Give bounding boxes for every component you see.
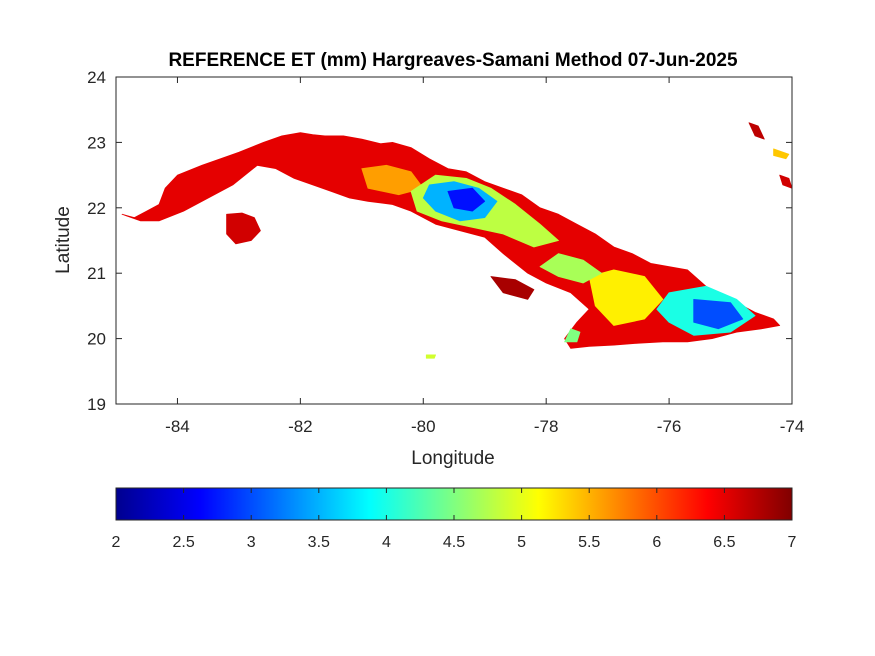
et-region-7	[588, 269, 664, 326]
y-tick-label: 22	[87, 199, 106, 218]
x-axis-ticks: -84 -82 -80 -78 -76 -74	[165, 77, 804, 436]
colorbar-tick-label: 2	[112, 534, 121, 551]
y-tick-label: 24	[87, 68, 106, 87]
x-tick-label: -80	[411, 417, 436, 436]
colorbar-tick-label: 3.5	[308, 534, 330, 551]
x-tick-label: -76	[657, 417, 682, 436]
et-field	[121, 122, 792, 359]
y-tick-label: 20	[87, 330, 106, 349]
y-tick-label: 19	[87, 395, 106, 414]
et-region-12	[490, 276, 535, 300]
et-region-6	[447, 187, 486, 212]
colorbar-tick-label: 6	[652, 534, 661, 551]
colorbar-tick-label: 4.5	[443, 534, 465, 551]
plot-area	[116, 77, 792, 404]
y-axis-ticks: 19 20 21 22 23 24	[87, 68, 792, 414]
y-axis-label: Latitude	[53, 206, 74, 274]
colorbar-tick-label: 5	[517, 534, 526, 551]
et-region-14	[779, 174, 792, 189]
colorbar-tick-label: 5.5	[578, 534, 600, 551]
colorbar-tick-label: 3	[247, 534, 256, 551]
et-region-10	[693, 298, 744, 330]
x-tick-label: -84	[165, 417, 190, 436]
et-region-2	[226, 212, 261, 245]
colorbar-tick-label: 6.5	[713, 534, 735, 551]
et-region-13	[748, 122, 765, 140]
y-tick-label: 23	[87, 133, 106, 152]
colorbar-tick-label: 2.5	[172, 534, 194, 551]
et-region-15	[773, 148, 790, 160]
colorbar-tick-label: 7	[788, 534, 797, 551]
x-axis-label: Longitude	[411, 448, 494, 469]
chart-title: REFERENCE ET (mm) Hargreaves-Samani Meth…	[168, 50, 738, 71]
y-tick-label: 21	[87, 264, 106, 283]
x-tick-label: -78	[534, 417, 559, 436]
colorbar-tick-label: 4	[382, 534, 391, 551]
x-tick-label: -82	[288, 417, 313, 436]
colorbar-ticks: 2 2.5 3 3.5 4 4.5 5 5.5 6 6.5 7	[112, 488, 797, 551]
et-region-8	[539, 253, 602, 284]
x-tick-label: -74	[780, 417, 805, 436]
colorbar	[115, 487, 793, 521]
plot-frame	[115, 76, 793, 405]
et-region-11	[564, 328, 581, 343]
et-region-16	[425, 354, 437, 359]
